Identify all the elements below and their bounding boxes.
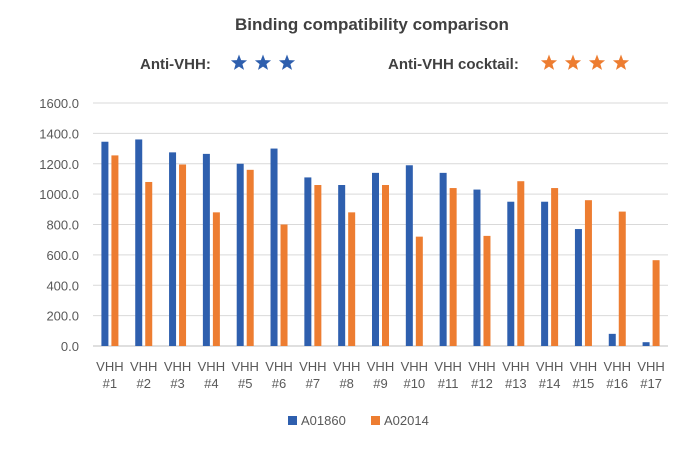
y-tick-label: 0.0 — [61, 339, 79, 354]
x-tick-label: VHH — [265, 359, 292, 374]
bar-a02014-15 — [584, 200, 592, 346]
rating-anti-vhh: Anti-VHH: — [140, 54, 296, 73]
x-tick-label: VHH — [401, 359, 428, 374]
x-tick-label: VHH — [468, 359, 495, 374]
star-icon — [540, 54, 558, 70]
bar-a01860-1 — [101, 141, 109, 346]
bar-a01860-12 — [473, 189, 481, 346]
bar-a02014-14 — [551, 188, 559, 346]
y-tick-label: 1000.0 — [39, 187, 79, 202]
star-icon — [230, 54, 248, 70]
bar-a02014-12 — [483, 235, 491, 346]
y-tick-label: 200.0 — [46, 309, 79, 324]
x-tick-label: #12 — [471, 376, 493, 391]
bar-a02014-3 — [179, 164, 187, 346]
x-tick-label: #11 — [438, 376, 459, 391]
bar-a01860-15 — [574, 229, 582, 346]
rating-label: Anti-VHH cocktail: — [388, 56, 519, 73]
x-tick-label: VHH — [604, 359, 631, 374]
x-tick-label: VHH — [570, 359, 597, 374]
star-icon — [254, 54, 272, 70]
x-tick-label: VHH — [333, 359, 360, 374]
x-tick-label: #15 — [573, 376, 595, 391]
x-tick-label: #6 — [272, 376, 286, 391]
y-tick-label: 1200.0 — [39, 157, 79, 172]
bar-a02014-2 — [145, 181, 153, 346]
chart-title: Binding compatibility comparison — [235, 15, 509, 34]
y-axis: 0.0 200.0 400.0 600.0 800.0 1000.0 1200.0 1400.… — [39, 96, 79, 354]
bar-a01860-5 — [236, 163, 244, 346]
bar-a02014-11 — [449, 188, 457, 346]
x-tick-label: #10 — [403, 376, 425, 391]
bar-a02014-5 — [246, 169, 254, 346]
bars — [101, 139, 660, 346]
bar-a02014-8 — [348, 212, 356, 346]
bar-a01860-16 — [608, 333, 616, 346]
x-tick-label: #9 — [373, 376, 387, 391]
x-tick-label: #13 — [505, 376, 527, 391]
x-tick-label: #3 — [170, 376, 184, 391]
x-tick-label: VHH — [198, 359, 225, 374]
bar-a01860-9 — [372, 172, 379, 346]
bar-a01860-3 — [169, 152, 177, 346]
y-tick-label: 400.0 — [46, 278, 79, 293]
bar-a02014-16 — [618, 211, 626, 346]
x-tick-label: #16 — [606, 376, 628, 391]
bar-a02014-6 — [280, 224, 288, 346]
x-tick-label: VHH — [231, 359, 258, 374]
x-tick-label: VHH — [536, 359, 563, 374]
bar-a01860-6 — [270, 148, 278, 346]
x-tick-label: #17 — [640, 376, 662, 391]
bar-a01860-13 — [507, 201, 515, 346]
gridlines — [93, 102, 668, 347]
bar-a01860-14 — [541, 201, 549, 346]
bar-a02014-4 — [212, 212, 220, 346]
bar-a01860-10 — [405, 165, 413, 346]
x-tick-label: VHH — [164, 359, 191, 374]
x-tick-label: #5 — [238, 376, 252, 391]
y-tick-label: 600.0 — [46, 248, 79, 263]
x-tick-label: VHH — [637, 359, 664, 374]
x-tick-label: VHH — [502, 359, 529, 374]
bar-a02014-13 — [517, 181, 525, 346]
legend-label-a02014: A02014 — [384, 413, 429, 428]
x-axis: VHH #1 VHH #2 VHH #3 VHH #4 VHH #5 VHH #6 VHH #7 VHH #8… — [96, 359, 665, 391]
x-tick-label: #8 — [339, 376, 353, 391]
y-tick-label: 1600.0 — [39, 96, 79, 111]
x-tick-label: #7 — [306, 376, 320, 391]
bar-a01860-4 — [202, 153, 210, 346]
bar-a02014-7 — [314, 185, 322, 346]
bar-a01860-7 — [304, 177, 312, 346]
legend: A01860 A02014 — [288, 413, 429, 428]
y-tick-label: 1400.0 — [39, 126, 79, 141]
bar-a02014-1 — [111, 155, 119, 346]
star-icon — [588, 54, 606, 70]
x-tick-label: #1 — [103, 376, 117, 391]
rating-anti-vhh-cocktail: Anti-VHH cocktail: — [388, 54, 630, 73]
star-icon — [564, 54, 582, 70]
x-tick-label: VHH — [96, 359, 123, 374]
rating-label: Anti-VHH: — [140, 56, 211, 73]
bar-a01860-2 — [135, 139, 143, 346]
legend-swatch-a01860 — [288, 416, 297, 425]
bar-a01860-17 — [642, 342, 650, 346]
bar-a02014-17 — [652, 260, 660, 346]
bar-a02014-9 — [382, 185, 389, 346]
star-icon — [612, 54, 630, 70]
legend-label-a01860: A01860 — [301, 413, 346, 428]
x-tick-label: VHH — [367, 359, 394, 374]
bar-a02014-10 — [415, 236, 423, 346]
x-tick-label: VHH — [434, 359, 461, 374]
x-tick-label: VHH — [130, 359, 157, 374]
legend-swatch-a02014 — [371, 416, 380, 425]
star-icon — [278, 54, 296, 70]
y-tick-label: 800.0 — [46, 218, 79, 233]
bar-a01860-11 — [439, 172, 447, 346]
bar-a01860-8 — [338, 185, 346, 346]
x-tick-label: #14 — [539, 376, 561, 391]
x-tick-label: VHH — [299, 359, 326, 374]
x-tick-label: #4 — [204, 376, 218, 391]
x-tick-label: #2 — [137, 376, 151, 391]
